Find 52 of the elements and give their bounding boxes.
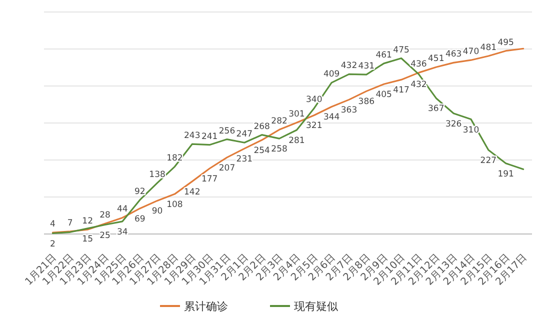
data-label: 321	[306, 121, 322, 132]
data-label: 386	[358, 97, 375, 108]
data-label: 436	[410, 60, 427, 70]
data-label: 44	[117, 204, 128, 215]
data-label: 256	[218, 126, 236, 136]
data-label: 431	[358, 62, 375, 72]
data-label: 2	[50, 239, 56, 250]
data-label: 301	[288, 110, 305, 120]
data-label: 268	[254, 122, 270, 132]
data-label: 363	[340, 106, 358, 116]
legend-label: 现有疑似	[294, 300, 338, 313]
data-label: 247	[236, 130, 253, 140]
data-label: 227	[480, 156, 497, 166]
data-label: 481	[480, 43, 497, 54]
data-label: 451	[428, 54, 444, 64]
data-label: 254	[254, 146, 270, 156]
data-label: 405	[376, 90, 392, 100]
data-label: 281	[288, 136, 305, 146]
data-label: 463	[445, 50, 462, 60]
data-label: 69	[134, 214, 146, 224]
data-label: 432	[340, 61, 358, 72]
data-label: 432	[410, 80, 427, 90]
legend-label: 累计确诊	[184, 300, 228, 313]
data-label: 108	[166, 200, 183, 210]
data-label: 4	[50, 220, 56, 230]
data-label: 28	[100, 210, 110, 221]
data-label: 90	[152, 206, 163, 217]
data-label: 7	[67, 218, 73, 228]
data-label: 138	[149, 170, 166, 180]
data-label: 243	[184, 131, 200, 142]
data-label: 417	[393, 86, 410, 96]
data-label: 92	[134, 186, 146, 197]
data-label: 191	[498, 169, 514, 180]
data-label: 475	[393, 45, 410, 56]
data-label: 142	[184, 187, 200, 198]
data-label: 282	[271, 116, 288, 127]
data-label: 461	[376, 50, 392, 60]
data-label: 258	[271, 144, 288, 155]
data-label: 470	[462, 47, 480, 58]
data-label: 495	[498, 38, 514, 48]
data-label: 15	[82, 234, 93, 244]
data-label: 177	[201, 174, 218, 185]
data-label: 326	[445, 119, 462, 130]
data-label: 34	[117, 227, 128, 238]
data-label: 25	[100, 230, 110, 241]
data-label: 367	[428, 104, 444, 114]
data-label: 231	[236, 154, 253, 165]
data-label: 344	[323, 112, 340, 123]
data-label: 207	[218, 163, 236, 174]
data-label: 12	[82, 216, 93, 227]
data-label: 241	[201, 132, 218, 142]
data-label: 409	[323, 70, 340, 80]
